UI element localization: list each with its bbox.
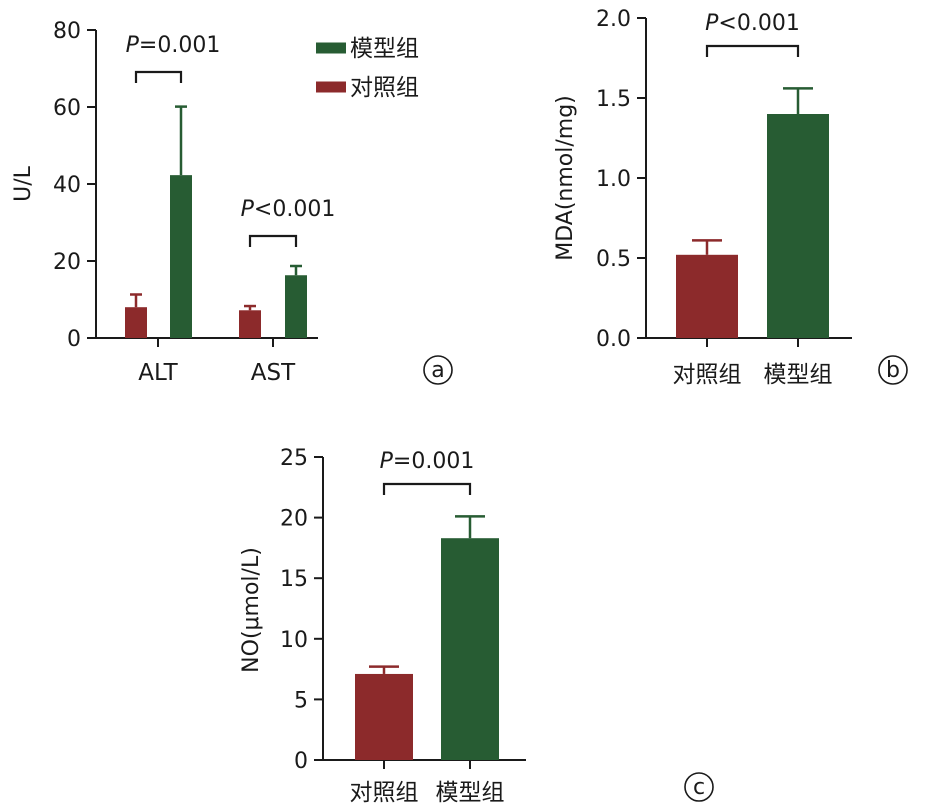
p-letter: P [241,197,255,222]
p-letter: P [126,33,140,58]
legend-swatch-model [316,42,346,54]
p-value-label: P<0.001 [705,11,800,36]
x-tick-label: AST [251,360,296,386]
bar-model [441,538,499,760]
legend-swatch-control [316,81,346,93]
panel-letter: b [886,358,900,383]
x-tick-label: ALT [138,360,178,386]
panel-letter-circle [878,355,908,385]
panel-letter-circle [423,355,453,385]
panel-b-mda-chart: 0.0 0.5 1.0 1.5 2.0 MDA(nmol/mg) 对照组 模型组 P<0.001… [553,7,908,388]
y-tick-label: 10 [280,628,308,653]
y-tick-label: 60 [53,96,81,121]
significance-bracket [382,482,472,495]
y-axis-label: MDA(nmol/mg) [553,95,578,261]
panel-letter-circle [684,772,714,802]
y-tick-label: 20 [53,250,81,275]
p-value: =0.001 [139,33,220,58]
y-tick-label: 80 [53,19,81,44]
bar-control [125,307,147,338]
x-tick-label: 对照组 [673,362,742,388]
significance-bracket [248,234,298,247]
y-axis-label: NO(μmol/L) [239,547,264,673]
y-tick-label: 25 [280,446,308,471]
p-value-label: P<0.001 [241,197,336,222]
y-tick-label: 1.0 [596,167,631,192]
legend-label-model: 模型组 [350,36,419,62]
y-tick-label: 1.5 [596,87,631,112]
legend-label-control: 对照组 [350,75,419,101]
bar-control [355,673,413,760]
y-tick-label: 15 [280,567,308,592]
x-tick-label: 对照组 [350,780,419,806]
p-value-label: P=0.001 [126,33,221,58]
y-tick-label: 0 [294,749,308,774]
x-tick-label: 模型组 [436,780,505,806]
bar-model [767,114,829,338]
p-letter: P [705,11,719,36]
p-value: <0.001 [718,11,799,36]
p-value-label: P=0.001 [380,449,475,474]
panel-letter: c [693,775,705,800]
x-tick-label: 模型组 [764,362,833,388]
y-axis-label: U/L [11,165,36,202]
bar-control [239,310,261,338]
panel-c-no-chart: 0 5 10 15 20 25 NO(μmol/L) 对照组 模型组 P=0.001 c [239,446,714,806]
y-tick-label: 0 [67,327,81,352]
bar-model [285,275,307,338]
y-tick-label: 40 [53,173,81,198]
p-value: <0.001 [254,197,335,222]
significance-bracket [134,70,183,83]
y-tick-label: 0.5 [596,247,631,272]
p-letter: P [380,449,394,474]
significance-bracket [705,44,800,57]
p-value: =0.001 [393,449,474,474]
y-tick-label: 20 [280,507,308,532]
y-tick-label: 0.0 [596,327,631,352]
bar-control [676,254,738,338]
y-tick-label: 5 [294,688,308,713]
y-tick-label: 2.0 [596,7,631,32]
bar-model [170,175,192,338]
panel-letter: a [431,358,444,383]
